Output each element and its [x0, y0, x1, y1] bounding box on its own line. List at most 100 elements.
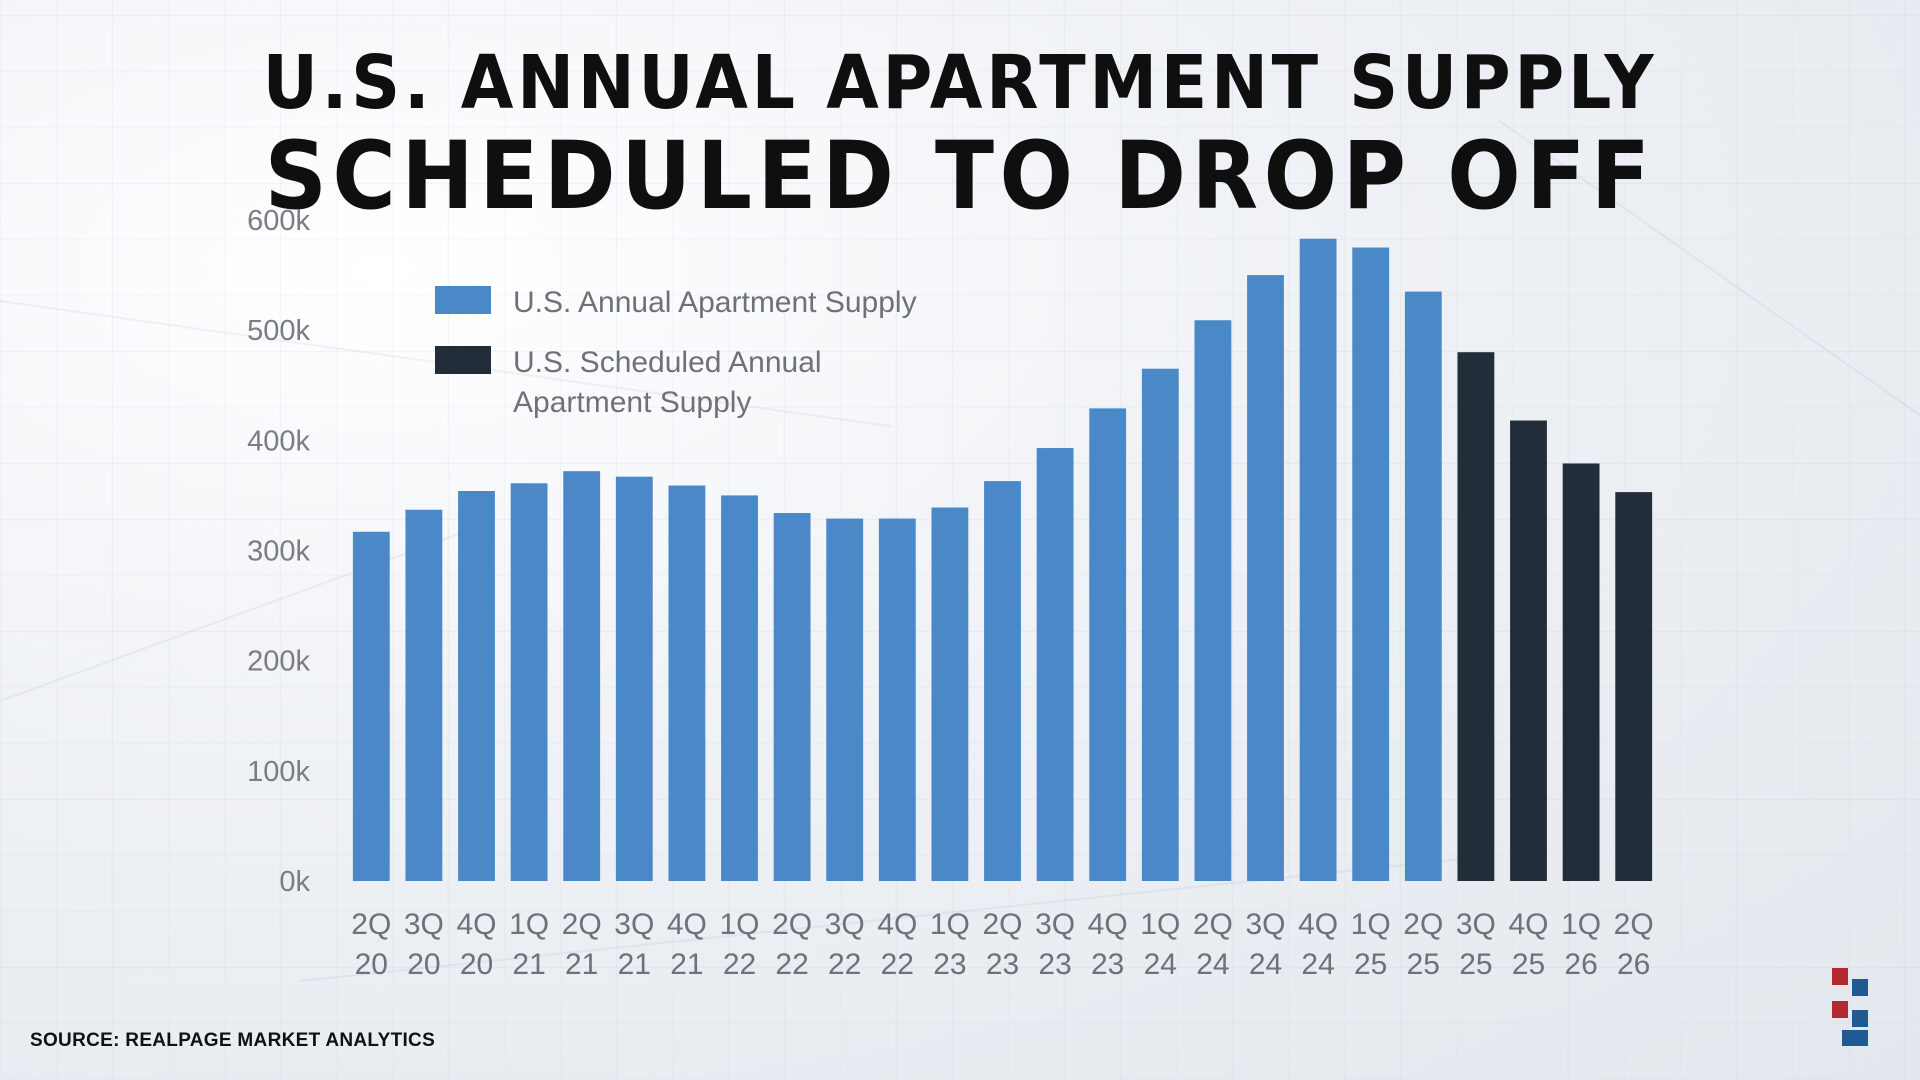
bar-actual: [1247, 275, 1284, 881]
x-tick-label: 3Q 22: [825, 908, 865, 981]
logo-stripe-red-bottom: [1832, 1001, 1848, 1018]
x-tick-quarter: 2Q: [1193, 908, 1233, 941]
x-tick-label: 2Q 20: [351, 908, 391, 981]
x-tick-quarter: 1Q: [1351, 908, 1391, 941]
bar-actual: [1089, 408, 1127, 881]
x-tick-quarter: 3Q: [614, 908, 654, 941]
x-tick-quarter: 3Q: [1035, 908, 1075, 941]
x-tick-quarter: 2Q: [351, 908, 391, 941]
x-tick-year: 24: [1249, 948, 1282, 981]
logo-stripe-blue-top: [1852, 979, 1868, 996]
x-tick-year: 22: [775, 948, 808, 981]
x-tick-label: 1Q 24: [1140, 908, 1180, 981]
legend-label-line: Apartment Supply: [513, 386, 751, 419]
x-tick-year: 21: [670, 948, 703, 981]
y-tick-label: 600k: [247, 205, 310, 237]
y-tick-label: 400k: [247, 425, 310, 457]
bar-actual: [405, 509, 443, 881]
chart-title: U.S. Annual Apartment Supply Scheduled t…: [0, 46, 1920, 224]
bar-scheduled: [1615, 492, 1653, 881]
x-tick-year: 21: [512, 948, 545, 981]
bar-scheduled: [1562, 463, 1600, 881]
bar-actual: [1036, 448, 1074, 881]
x-tick-year: 23: [1038, 948, 1071, 981]
x-tick-label: 2Q 24: [1193, 908, 1233, 981]
x-tick-year: 26: [1564, 948, 1597, 981]
x-tick-quarter: 2Q: [562, 908, 602, 941]
legend-label-line: U.S. Annual Apartment Supply: [513, 286, 917, 319]
logo-icon: [1832, 968, 1868, 1046]
logo-stripe-blue-middle: [1852, 1010, 1868, 1027]
y-tick-label: 300k: [247, 536, 310, 568]
x-tick-quarter: 1Q: [1140, 908, 1180, 941]
x-tick-quarter: 4Q: [877, 908, 917, 941]
bar-actual: [1299, 238, 1337, 881]
bar-actual: [773, 513, 811, 881]
x-tick-label: 2Q 22: [772, 908, 812, 981]
bar-actual: [984, 481, 1021, 881]
x-tick-year: 26: [1617, 948, 1650, 981]
legend-swatch-scheduled: [435, 346, 491, 374]
x-tick-year: 24: [1196, 948, 1229, 981]
logo-stripe-red-top: [1832, 968, 1848, 985]
x-tick-year: 20: [460, 948, 493, 981]
x-tick-year: 22: [828, 948, 861, 981]
source-note: SOURCE: REALPAGE MARKET ANALYTICS: [30, 1030, 436, 1051]
bar-actual: [510, 483, 548, 881]
bars: [352, 238, 1653, 882]
y-tick-label: 200k: [247, 646, 310, 678]
bar-actual: [1194, 320, 1232, 881]
x-tick-label: 3Q 25: [1456, 908, 1496, 981]
x-tick-quarter: 2Q: [1403, 908, 1443, 941]
logo-stripe-blue-bottom: [1842, 1030, 1868, 1046]
chart-title-line-2: Scheduled to Drop Off: [264, 122, 1656, 232]
bar-actual: [668, 485, 706, 881]
x-tick-quarter: 2Q: [982, 908, 1022, 941]
x-tick-year: 20: [407, 948, 440, 981]
x-tick-year: 25: [1407, 948, 1440, 981]
x-tick-label: 1Q 22: [719, 908, 759, 981]
x-tick-quarter: 1Q: [719, 908, 759, 941]
bar-actual: [1352, 247, 1390, 881]
x-tick-year: 23: [986, 948, 1019, 981]
x-tick-label: 3Q 21: [614, 908, 654, 981]
y-axis: 0k 100k 200k 300k 400k 500k 600k: [247, 205, 310, 898]
legend: U.S. Annual Apartment Supply U.S. Schedul…: [435, 286, 917, 419]
chart-title-line-1: U.S. Annual Apartment Supply: [262, 40, 1658, 127]
bar-actual: [563, 471, 601, 881]
x-tick-year: 20: [355, 948, 388, 981]
bar-actual: [1404, 291, 1442, 881]
x-tick-quarter: 4Q: [456, 908, 496, 941]
x-tick-quarter: 3Q: [1245, 908, 1285, 941]
x-tick-quarter: 1Q: [1561, 908, 1601, 941]
x-tick-label: 1Q 21: [509, 908, 549, 981]
x-tick-quarter: 3Q: [825, 908, 865, 941]
bar-scheduled: [1457, 352, 1495, 881]
x-tick-label: 4Q 21: [667, 908, 707, 981]
x-tick-year: 21: [618, 948, 651, 981]
x-tick-quarter: 2Q: [1614, 908, 1654, 941]
bar-actual: [721, 495, 758, 881]
x-tick-label: 4Q 25: [1508, 908, 1548, 981]
y-tick-label: 500k: [247, 315, 310, 347]
x-tick-quarter: 1Q: [509, 908, 549, 941]
legend-label-line: U.S. Scheduled Annual: [513, 346, 822, 379]
bar-scheduled: [1510, 420, 1547, 881]
bar-actual: [1141, 368, 1179, 882]
x-tick-label: 2Q 21: [562, 908, 602, 981]
x-tick-label: 3Q 20: [404, 908, 444, 981]
x-tick-year: 24: [1301, 948, 1334, 981]
y-tick-label: 0k: [279, 866, 310, 898]
x-tick-label: 3Q 24: [1245, 908, 1285, 981]
x-tick-year: 22: [881, 948, 914, 981]
x-tick-label: 1Q 26: [1561, 908, 1601, 981]
x-tick-label: 4Q 20: [456, 908, 496, 981]
x-tick-label: 3Q 23: [1035, 908, 1075, 981]
x-tick-label: 1Q 25: [1351, 908, 1391, 981]
x-tick-year: 22: [723, 948, 756, 981]
x-tick-quarter: 4Q: [1298, 908, 1338, 941]
bar-actual: [826, 518, 864, 881]
x-tick-year: 25: [1512, 948, 1545, 981]
x-tick-year: 21: [565, 948, 598, 981]
